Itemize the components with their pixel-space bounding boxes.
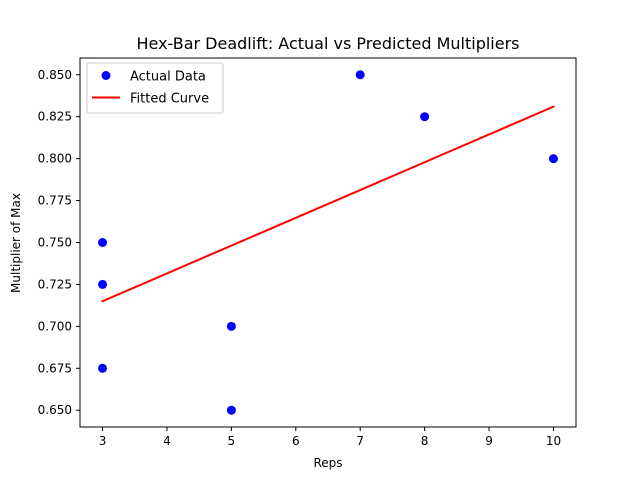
- y-tick-label: 0.775: [38, 194, 72, 208]
- y-tick-label: 0.700: [38, 319, 72, 333]
- actual-data-point: [226, 321, 236, 331]
- actual-data-point: [355, 70, 365, 80]
- x-tick-label: 6: [292, 434, 300, 448]
- legend-marker-actual-data: [101, 71, 111, 80]
- actual-data-point: [548, 154, 558, 164]
- chart-title: Hex-Bar Deadlift: Actual vs Predicted Mu…: [136, 34, 519, 53]
- x-tick-label: 10: [546, 434, 561, 448]
- axes-layer: 3 4 5 6 7 8 9 10 0.650 0.675 0.700 0.725 0.750 0.775 0…: [38, 57, 577, 448]
- y-tick-label: 0.800: [38, 152, 72, 166]
- y-tick-label: 0.725: [38, 277, 72, 291]
- y-tick-label: 0.750: [38, 236, 72, 250]
- y-tick-label: 0.825: [38, 110, 72, 124]
- x-tick-label: 3: [99, 434, 107, 448]
- y-tick-label: 0.675: [38, 361, 72, 375]
- plot-area: [98, 70, 558, 415]
- legend-label-fitted-curve: Fitted Curve: [130, 92, 209, 107]
- x-tick-label: 7: [356, 434, 364, 448]
- x-tick-label: 5: [228, 434, 236, 448]
- actual-data-point: [98, 279, 108, 289]
- legend-label-actual-data: Actual Data: [130, 70, 206, 85]
- x-tick-label: 9: [485, 434, 493, 448]
- x-axis-label: Reps: [313, 456, 342, 470]
- x-tick-label: 4: [163, 434, 171, 448]
- y-tick-label: 0.850: [38, 68, 72, 82]
- x-tick-label: 8: [421, 434, 429, 448]
- actual-data-point: [98, 238, 108, 247]
- actual-data-point: [226, 405, 236, 415]
- legend: Actual Data Fitted Curve: [86, 62, 224, 114]
- legend-box: [86, 62, 224, 114]
- actual-data-point: [420, 112, 430, 122]
- actual-data-point: [98, 363, 108, 373]
- y-tick-label: 0.650: [38, 403, 72, 417]
- fitted-curve-line: [101, 105, 555, 303]
- y-axis-label: Multiplier of Max: [9, 193, 23, 293]
